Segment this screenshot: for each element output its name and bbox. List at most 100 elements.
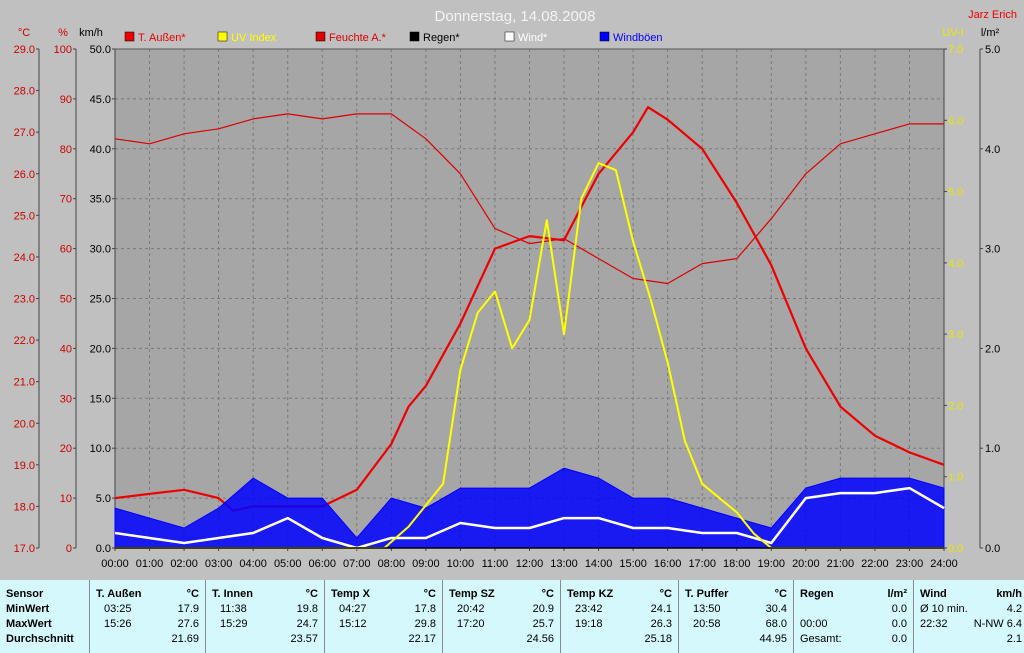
- chart-title: Donnerstag, 14.08.2008: [435, 8, 596, 25]
- x-axis-tick-label: 01:00: [136, 558, 164, 570]
- min-value: 19.8: [296, 603, 318, 615]
- x-axis-tick-label: 22:00: [861, 558, 889, 570]
- legend-label: Regen*: [423, 32, 460, 44]
- wind-r3: 2.1: [1006, 633, 1022, 645]
- axis-tick-label: 0: [66, 543, 72, 555]
- legend-swatch: [315, 31, 326, 42]
- stats-label-column: Sensor MinWert MaxWert Durchschnitt: [0, 580, 90, 653]
- max-value: 26.3: [650, 618, 672, 630]
- column-name: T. Außen: [96, 588, 142, 600]
- axis-tick-label: 23.0: [14, 294, 35, 306]
- axis-tick-label: 6.0: [948, 115, 963, 127]
- x-axis-tick-label: 14:00: [585, 558, 613, 570]
- axis-tick-label: 7.0: [948, 44, 963, 56]
- x-axis-tick-label: 10:00: [447, 558, 475, 570]
- row-label-max: MaxWert: [6, 618, 52, 630]
- axis-tick-label: 21.0: [14, 377, 35, 389]
- column-unit: °C: [541, 588, 554, 600]
- axis-unit-label: l/m²: [981, 27, 1000, 39]
- axis-rain: 0.0 1.0 2.0 3.0 4.0 5.0 l/m²: [979, 27, 1000, 555]
- max-time: 19:18: [575, 618, 603, 630]
- legend-label: Feuchte A.*: [329, 32, 387, 44]
- min-value: 17.9: [177, 603, 199, 615]
- x-axis-tick-label: 17:00: [688, 558, 716, 570]
- column-unit: °C: [774, 588, 787, 600]
- stats-column-5: T. Puffer °C 13:50 30.4 20:58 68.0 44.95: [679, 580, 794, 653]
- axis-tick-label: 80: [60, 144, 72, 156]
- x-axis-tick-label: 03:00: [205, 558, 233, 570]
- axis-tick-label: 30: [60, 393, 72, 405]
- stats-column-3: Temp SZ °C 20:42 20.9 17:20 25.7 24.56: [443, 580, 561, 653]
- max-value: 29.8: [414, 618, 436, 630]
- axis-humidity: 0 10 20 30 40 50 60 70 80 90 100%: [54, 27, 77, 555]
- stats-column-rain: Regen l/m² 0.0 00:00 0.0 Gesamt: 0.0: [794, 580, 914, 653]
- axis-tick-label: 3.0: [985, 244, 1000, 256]
- stats-column-4: Temp KZ °C 23:42 24.1 19:18 26.3 25.18: [561, 580, 679, 653]
- x-axis-tick-label: 24:00: [930, 558, 958, 570]
- column-name: Temp SZ: [449, 588, 495, 600]
- axis-tick-label: 60: [60, 244, 72, 256]
- rain-name: Regen: [800, 588, 834, 600]
- axis-tick-label: 19.0: [14, 460, 35, 472]
- column-name: Temp KZ: [567, 588, 614, 600]
- x-axis-tick-label: 07:00: [343, 558, 371, 570]
- axis-tick-label: 40.0: [90, 144, 111, 156]
- column-name: T. Puffer: [685, 588, 729, 600]
- axis-tick-label: 40: [60, 343, 72, 355]
- rain-r2: 0.0: [891, 618, 907, 630]
- axis-tick-label: 25.0: [14, 210, 35, 222]
- x-axis-tick-label: 04:00: [239, 558, 267, 570]
- axis-tick-label: 0.0: [948, 543, 963, 555]
- legend-swatch: [217, 31, 228, 42]
- x-axis-tick-label: 08:00: [378, 558, 406, 570]
- legend-label: Windböen: [613, 32, 663, 44]
- min-value: 30.4: [765, 603, 787, 615]
- min-value: 17.8: [414, 603, 436, 615]
- row-label-min: MinWert: [6, 603, 50, 615]
- axis-tick-label: 3.0: [948, 329, 963, 341]
- rain-r3: 0.0: [891, 633, 907, 645]
- axis-tick-label: 4.0: [985, 144, 1000, 156]
- max-time: 15:12: [339, 618, 367, 630]
- min-time: 20:42: [457, 603, 485, 615]
- stats-column-2: Temp X °C 04:27 17.8 15:12 29.8 22.17: [325, 580, 443, 653]
- axis-tick-label: 2.0: [985, 343, 1000, 355]
- wind-r1: 4.2: [1006, 603, 1022, 615]
- chart-author: Jarz Erich: [968, 9, 1017, 21]
- column-unit: °C: [305, 588, 318, 600]
- axis-tick-label: 1.0: [948, 472, 963, 484]
- x-axis-tick-label: 06:00: [308, 558, 336, 570]
- axis-tick-label: 50.0: [90, 44, 111, 56]
- axis-tick-label: 18.0: [14, 501, 35, 513]
- stats-table: Sensor MinWert MaxWert Durchschnitt T. A…: [0, 580, 1024, 653]
- weather-chart: 17.0 18.0 19.0 20.0 21.0 22.0 23.0 24.0 25.0 26.0…: [14, 8, 1017, 570]
- column-name: T. Innen: [212, 588, 253, 600]
- legend-swatch: [124, 31, 135, 42]
- max-value: 68.0: [765, 618, 787, 630]
- x-axis-tick-label: 18:00: [723, 558, 751, 570]
- min-time: 03:25: [104, 603, 132, 615]
- x-axis-tick-label: 00:00: [101, 558, 129, 570]
- axis-tick-label: 30.0: [90, 244, 111, 256]
- x-axis-tick-label: 02:00: [170, 558, 198, 570]
- series-wind: [114, 486, 945, 550]
- series-feuchte-a: [114, 113, 944, 285]
- max-time: 15:26: [104, 618, 132, 630]
- axis-unit-label: km/h: [79, 27, 103, 39]
- legend-label: T. Außen*: [138, 32, 186, 44]
- axis-tick-label: 10: [60, 493, 72, 505]
- axis-tick-label: 35.0: [90, 194, 111, 206]
- axis-tick-label: 5.0: [96, 493, 111, 505]
- axis-tick-label: 90: [60, 94, 72, 106]
- x-axis-tick-label: 11:00: [482, 558, 509, 570]
- axis-tick-label: 10.0: [90, 443, 111, 455]
- axis-temp: 17.0 18.0 19.0 20.0 21.0 22.0 23.0 24.0 25.0 26.0…: [14, 27, 40, 555]
- avg-value: 23.57: [290, 633, 318, 645]
- avg-value: 21.69: [171, 633, 199, 645]
- min-value: 24.1: [650, 603, 672, 615]
- axis-tick-label: 20: [60, 443, 72, 455]
- rain-r2-label: 00:00: [800, 618, 828, 630]
- axis-tick-label: 0.0: [96, 543, 111, 555]
- series-uv-index: [115, 162, 944, 549]
- x-axis-tick-label: 21:00: [827, 558, 855, 570]
